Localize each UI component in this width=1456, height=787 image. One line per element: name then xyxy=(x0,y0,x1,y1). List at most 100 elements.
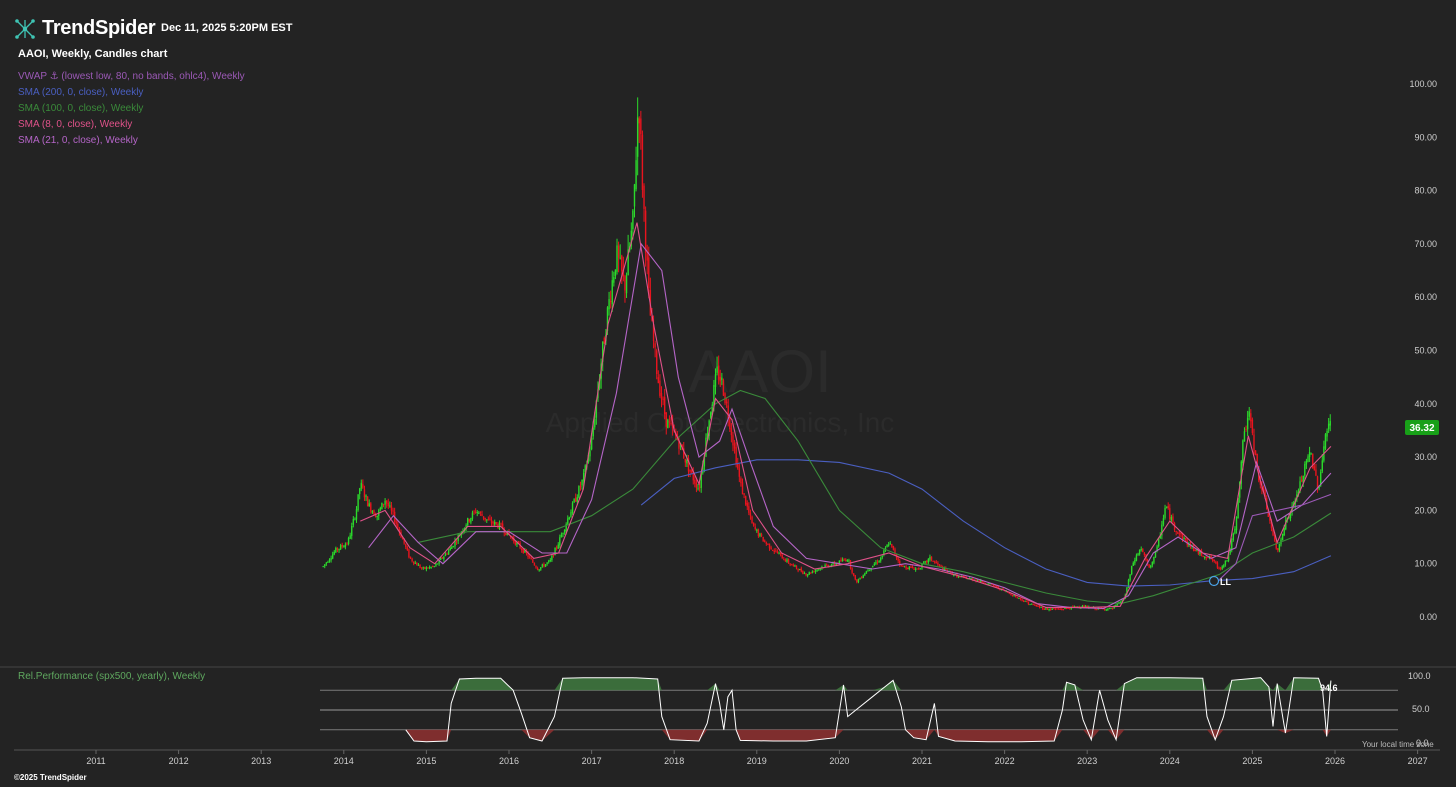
candle-body xyxy=(975,579,977,581)
candle-body xyxy=(832,562,834,565)
candle-body xyxy=(343,546,345,548)
candle-body xyxy=(776,551,779,554)
candle-body xyxy=(465,525,467,529)
trendspider-logo-icon xyxy=(15,18,35,39)
candle-body xyxy=(408,549,410,558)
candle-body xyxy=(1253,434,1255,451)
candle-body xyxy=(980,580,982,582)
candle-body xyxy=(1016,597,1019,599)
candle-body xyxy=(717,365,720,380)
candle-body xyxy=(1216,562,1219,568)
legend-vwap[interactable]: VWAP ⚓ (lowest low, 80, no bands, ohlc4)… xyxy=(18,71,245,82)
candle-body xyxy=(1234,528,1236,534)
candle-body xyxy=(1057,608,1060,610)
candle-body xyxy=(744,496,747,505)
legend-sma-200[interactable]: SMA (200, 0, close), Weekly xyxy=(18,87,144,98)
candle-body xyxy=(344,544,347,548)
candle-body xyxy=(1065,608,1068,610)
candle-body xyxy=(449,548,451,551)
candle-body xyxy=(1143,552,1146,555)
candle-body xyxy=(1218,567,1220,569)
timezone-label[interactable]: Your local time zone xyxy=(1362,740,1434,749)
rel-performance-pane xyxy=(320,677,1398,743)
candle-body xyxy=(365,495,367,497)
brand-logo: TrendSpider xyxy=(14,17,156,40)
candle-body xyxy=(756,529,758,531)
candle-body xyxy=(540,567,542,570)
candle-body xyxy=(602,341,604,362)
candle-body xyxy=(767,543,769,545)
candle-body xyxy=(789,563,791,565)
candle-body xyxy=(1121,599,1123,602)
candle-body xyxy=(614,269,617,276)
chart-title[interactable]: AAOI, Weekly, Candles chart xyxy=(18,48,168,60)
candle-body xyxy=(678,440,680,449)
candle-body xyxy=(581,479,583,486)
candle-body xyxy=(624,276,626,291)
candle-body xyxy=(1213,560,1215,562)
year-tick: 2027 xyxy=(1408,756,1428,766)
price-axis[interactable]: 100.00 90.00 80.00 70.00 60.00 50.00 40.00 30.0… xyxy=(1409,79,1437,622)
candle-body xyxy=(514,541,517,545)
candle-body xyxy=(787,559,790,564)
candle-body xyxy=(1064,607,1066,610)
candle-body xyxy=(436,563,439,565)
candle-body xyxy=(516,542,518,545)
candle-body xyxy=(522,549,524,553)
candle-body xyxy=(1243,431,1246,442)
legend-sma-8[interactable]: SMA (8, 0, close), Weekly xyxy=(18,119,133,130)
candle-body xyxy=(560,534,563,538)
candle-body xyxy=(528,556,531,558)
candle-body xyxy=(1267,509,1269,518)
candle-body xyxy=(1261,486,1263,490)
legend-sma-100[interactable]: SMA (100, 0, close), Weekly xyxy=(18,103,144,114)
legend-sma-21[interactable]: SMA (21, 0, close), Weekly xyxy=(18,135,138,146)
year-tick: 2012 xyxy=(169,756,189,766)
candle-body xyxy=(1075,606,1077,608)
candle-body xyxy=(1086,605,1088,608)
candle-body xyxy=(1051,608,1053,610)
candle-body xyxy=(1324,434,1327,449)
candle-body xyxy=(382,503,385,505)
price-tick: 50.00 xyxy=(1414,346,1437,356)
candle-body xyxy=(481,513,483,516)
candle-body xyxy=(825,564,828,566)
time-axis[interactable]: 2011 2012 2013 2014 2015 2016 2017 2018 2019 2020… xyxy=(86,750,1428,766)
candle-body xyxy=(1046,608,1049,610)
candle-body xyxy=(727,405,729,419)
watermark-ticker: AAOI xyxy=(688,338,831,405)
candle-body xyxy=(818,568,820,570)
candle-body xyxy=(363,489,366,498)
candle-body xyxy=(505,532,507,535)
candle-body xyxy=(484,517,486,520)
rel-perf-label[interactable]: Rel.Performance (spx500, yearly), Weekly xyxy=(18,671,206,682)
candle-body xyxy=(894,549,896,555)
watermark-company: Applied Optoelectronics, Inc xyxy=(546,407,895,438)
candle-body xyxy=(1013,595,1015,597)
candle-body xyxy=(1110,608,1112,610)
anchor-marker[interactable]: LL xyxy=(1208,575,1232,588)
candle-body xyxy=(443,556,445,560)
candle-body xyxy=(446,553,448,555)
candle-body xyxy=(768,543,771,549)
candle-body xyxy=(632,210,634,230)
candle-body xyxy=(616,245,618,272)
candle-body xyxy=(852,573,855,576)
candle-body xyxy=(732,435,734,446)
candle-body xyxy=(1227,554,1230,561)
candle-body xyxy=(557,544,559,549)
candle-body xyxy=(914,568,917,571)
candle-body xyxy=(1072,606,1074,608)
candle-body xyxy=(346,543,348,545)
candle-body xyxy=(441,557,443,559)
candle-body xyxy=(668,421,671,423)
candle-body xyxy=(916,568,918,570)
candle-body xyxy=(1138,549,1141,555)
candle-body xyxy=(814,570,817,572)
candle-body xyxy=(938,564,941,566)
candle-body xyxy=(646,253,648,261)
candle-body xyxy=(957,576,960,578)
candle-body xyxy=(548,560,550,563)
candle-body xyxy=(495,522,497,524)
